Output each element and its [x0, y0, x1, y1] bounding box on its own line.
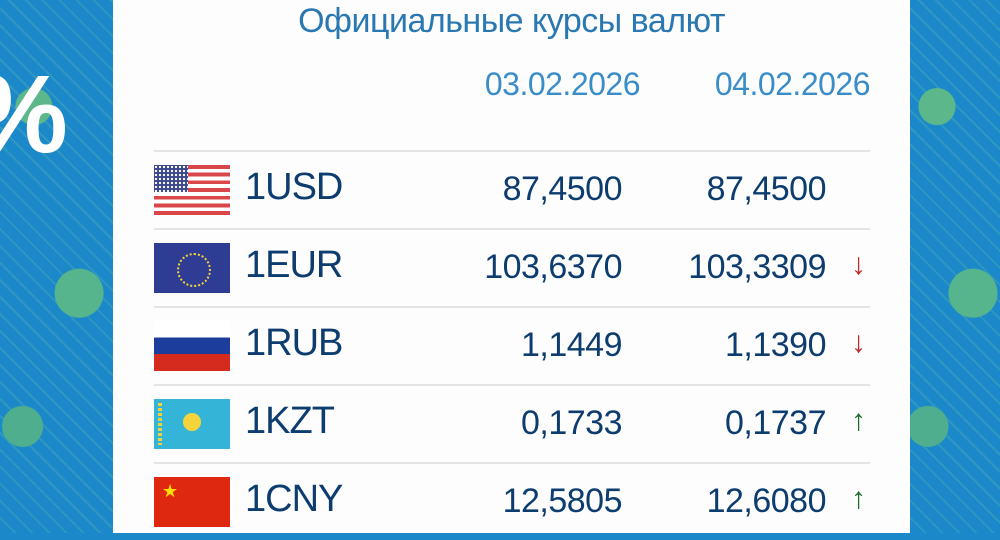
arrow-down-icon: ↓ [851, 326, 866, 359]
eu-flag-icon [154, 243, 230, 293]
rate-curr: 0,1737 [725, 404, 827, 442]
decorative-background-right [910, 0, 1000, 533]
arrow-up-icon: ↑ [851, 482, 866, 515]
rate-prev: 103,6370 [484, 248, 622, 286]
date-column-header-prev: 03.02.2026 [484, 66, 641, 102]
table-row-usd: 1USD 87,4500 87,4500 [154, 150, 870, 228]
rate-prev: 12,5805 [502, 482, 623, 520]
table-row-cny: 1CNY 12,5805 12,6080 ↑ [154, 462, 870, 540]
cn-flag-icon [154, 477, 230, 527]
table-row-eur: 1EUR 103,6370 103,3309 ↓ [154, 228, 870, 306]
ru-flag-icon [154, 321, 230, 371]
partial-logo-glyph: % [0, 60, 68, 170]
rate-prev: 1,1449 [521, 326, 623, 364]
rate-prev: 0,1733 [521, 404, 623, 442]
us-flag-icon [154, 165, 230, 215]
currency-code: 1USD [245, 166, 343, 208]
kz-flag-icon [154, 399, 230, 449]
currency-code: 1RUB [245, 322, 343, 364]
date-column-header-curr: 04.02.2026 [714, 66, 871, 102]
rate-curr: 1,1390 [725, 326, 827, 364]
currency-code: 1KZT [245, 400, 335, 442]
decorative-background-left: % [0, 0, 113, 533]
currency-code: 1CNY [245, 478, 343, 520]
rate-curr: 12,6080 [706, 482, 827, 520]
arrow-down-icon: ↓ [851, 248, 866, 281]
rate-prev: 87,4500 [502, 170, 623, 208]
exchange-rates-panel: Официальные курсы валют 03.02.2026 04.02… [113, 0, 910, 533]
table-row-rub: 1RUB 1,1449 1,1390 ↓ [154, 306, 870, 384]
arrow-up-icon: ↑ [851, 404, 866, 437]
table-row-kzt: 1KZT 0,1733 0,1737 ↑ [154, 384, 870, 462]
currency-code: 1EUR [245, 244, 343, 286]
page-title: Официальные курсы валют [298, 2, 725, 40]
rate-curr: 87,4500 [706, 170, 827, 208]
rate-curr: 103,3309 [688, 248, 826, 286]
